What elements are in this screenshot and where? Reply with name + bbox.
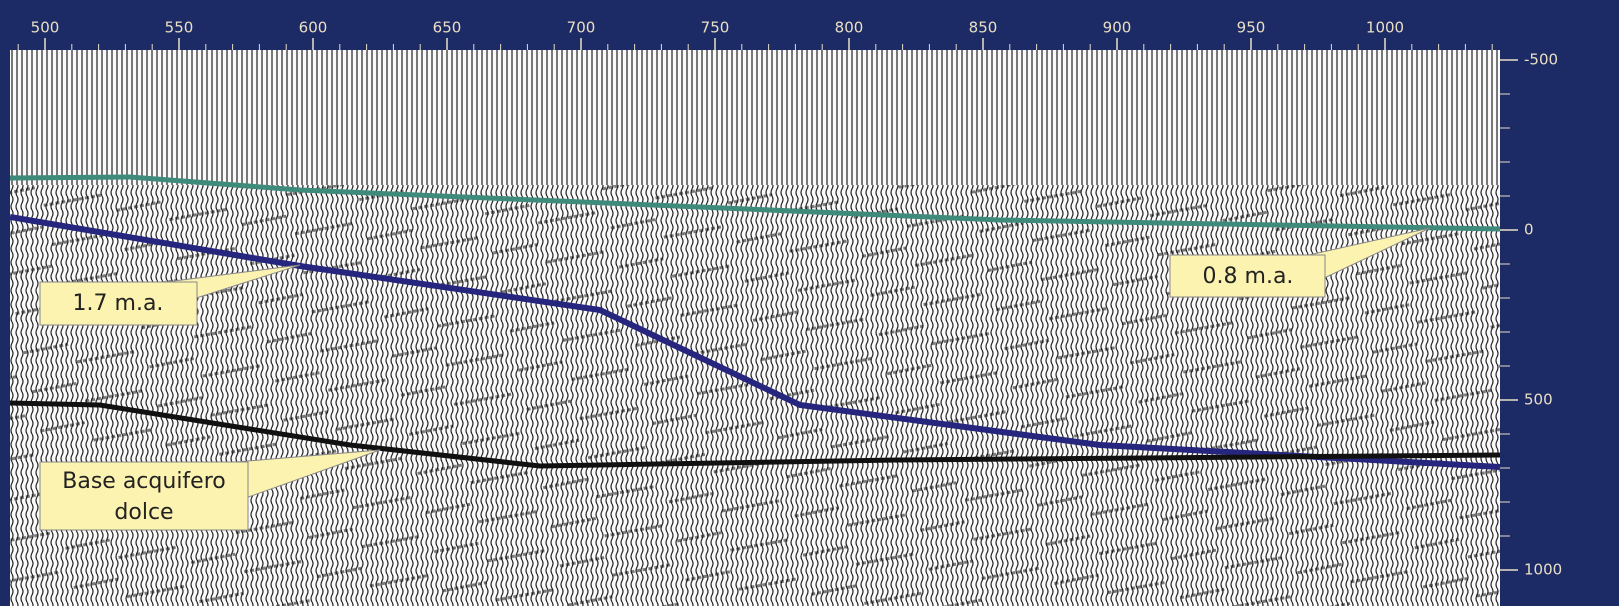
top-tick-label: 950 — [1237, 19, 1266, 37]
right-tick-label: 0 — [1524, 221, 1534, 239]
horizon-0-8 — [10, 174, 1500, 232]
top-tick-label: 550 — [165, 19, 194, 37]
callout-text: dolce — [114, 500, 173, 525]
callout-2: 0.8 m.a. — [1169, 227, 1431, 298]
callout-box — [39, 461, 249, 531]
top-tick-label: 650 — [433, 19, 462, 37]
top-tick-label: 1000 — [1366, 19, 1404, 37]
top-tick-label: 600 — [299, 19, 328, 37]
callout-3: Base acquifero dolce — [39, 449, 381, 531]
top-tick-label: 500 — [31, 19, 60, 37]
reflector-streaks — [10, 185, 1500, 606]
right-tick-label: -500 — [1524, 51, 1558, 69]
callout-text: 0.8 m.a. — [1203, 264, 1294, 289]
horizon-base-aquifer — [10, 400, 1500, 469]
callout-text: Base acquifero — [62, 469, 225, 494]
top-tick-label: 800 — [835, 19, 864, 37]
right-tick-label: 1000 — [1524, 561, 1562, 579]
top-tick-label: 750 — [701, 19, 730, 37]
callout-1: 1.7 m.a. — [39, 264, 301, 326]
callout-text: 1.7 m.a. — [73, 291, 164, 316]
top-tick-label: 700 — [567, 19, 596, 37]
water-column-traces — [10, 50, 1500, 185]
callout-box — [1169, 254, 1326, 298]
callout-box — [39, 281, 198, 326]
top-tick-label: 900 — [1103, 19, 1132, 37]
horizon-1-7 — [10, 214, 1500, 470]
top-tick-label: 850 — [969, 19, 998, 37]
right-tick-label: 500 — [1524, 391, 1553, 409]
